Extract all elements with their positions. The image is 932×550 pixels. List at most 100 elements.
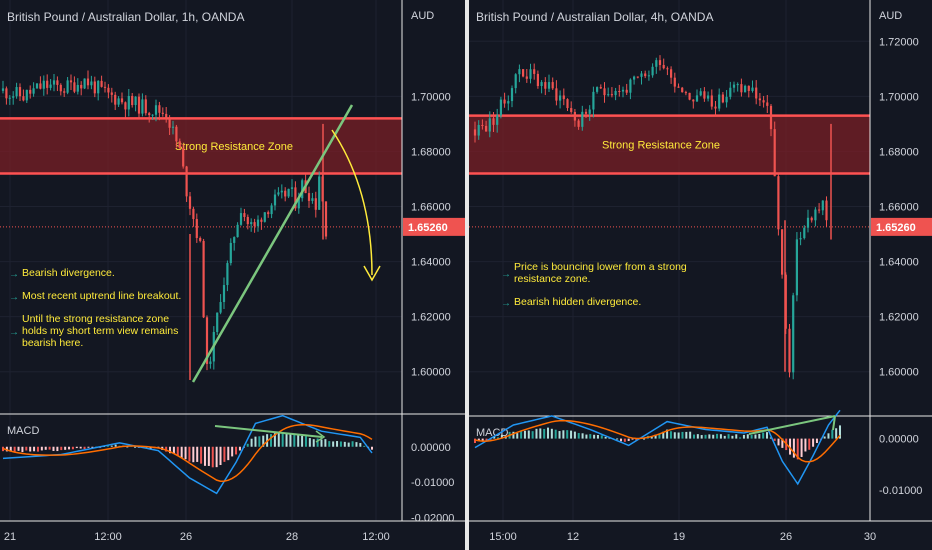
macd-histogram-bar xyxy=(700,435,703,439)
macd-histogram-bar xyxy=(238,446,241,451)
macd-histogram-bar xyxy=(5,446,8,452)
candle-body xyxy=(477,124,480,136)
annotations: → Bearish divergence.→ Most recent uptrend… xyxy=(9,267,181,349)
time-tick-label: 28 xyxy=(286,531,298,543)
candle-body xyxy=(239,213,243,225)
macd-histogram-bar xyxy=(600,435,603,439)
macd-histogram-bar xyxy=(25,446,28,451)
candle-body xyxy=(52,80,56,85)
chart-panel-4h[interactable]: Strong Resistance Zone AUD 1.72000 1.70000 1… xyxy=(469,0,932,550)
macd-histogram-bar xyxy=(531,431,534,439)
macd-histogram-bar xyxy=(739,437,742,439)
candle-body xyxy=(202,240,205,318)
candle-body xyxy=(588,109,591,114)
macd-histogram-bar xyxy=(796,438,799,460)
price-tick-label: 1.64000 xyxy=(879,257,919,269)
macd-tick-label: -0.01000 xyxy=(879,485,922,497)
candle-body xyxy=(773,129,776,177)
candle-body xyxy=(762,100,765,103)
annotation-text: resistance zone. xyxy=(514,273,590,285)
chart-4h-canvas[interactable]: Strong Resistance Zone AUD 1.72000 1.70000 1… xyxy=(469,0,932,550)
macd-histogram-bar xyxy=(477,438,480,441)
candle-body xyxy=(39,83,42,89)
candle-body xyxy=(277,192,280,195)
candle-body xyxy=(570,108,573,112)
candle-body xyxy=(287,188,290,197)
candle-body xyxy=(46,80,49,88)
candle-body xyxy=(222,285,226,303)
candle-body xyxy=(799,238,802,240)
candle-body xyxy=(518,69,521,75)
macd-histogram-bar xyxy=(693,434,695,439)
macd-histogram-bar xyxy=(52,446,55,451)
candle-body xyxy=(324,201,328,237)
candle-body xyxy=(769,105,773,130)
chart-panel-1h[interactable]: Strong Resistance Zone AUD 1.70000 1.68000 1… xyxy=(0,0,465,550)
macd-histogram-bar xyxy=(635,438,638,441)
candle-body xyxy=(607,94,610,96)
candle-body xyxy=(503,99,506,104)
macd-histogram-bar xyxy=(223,446,226,462)
macd-histogram-bar xyxy=(60,446,63,451)
candle-body xyxy=(69,80,73,83)
panel-divider[interactable] xyxy=(465,0,469,550)
macd-histogram-bar xyxy=(723,435,726,439)
candle-body xyxy=(795,239,798,296)
macd-histogram-bar xyxy=(662,431,665,439)
candle-body xyxy=(792,295,795,373)
candle-body xyxy=(100,80,103,87)
macd-histogram-bar xyxy=(654,434,657,439)
candle-body xyxy=(171,126,175,128)
candle-body xyxy=(788,328,791,373)
macd-histogram-bar xyxy=(839,425,841,439)
price-tick-label: 1.70000 xyxy=(879,91,919,103)
macd-histogram-bar xyxy=(708,434,711,439)
macd-hidden-divergence-line[interactable] xyxy=(748,415,836,435)
macd-tick-label: -0.01000 xyxy=(411,477,454,489)
macd-histogram-bar xyxy=(650,436,653,439)
macd-histogram-bar xyxy=(485,438,488,441)
macd-histogram-bar xyxy=(312,439,315,447)
projection-arrow[interactable] xyxy=(331,129,373,276)
candle-body xyxy=(243,213,246,217)
macd-histogram-bar xyxy=(827,433,830,439)
macd-label: MACD xyxy=(7,425,39,437)
macd-histogram-bar xyxy=(110,445,113,447)
macd-histogram-bar xyxy=(172,446,175,454)
resistance-zone[interactable] xyxy=(469,115,870,174)
candle-body xyxy=(25,89,28,101)
annotations: →Price is bouncing lower from a strongre… xyxy=(501,261,687,309)
candle-body xyxy=(158,105,161,113)
candle-body xyxy=(114,94,117,105)
candle-body xyxy=(736,84,739,86)
candle-body xyxy=(284,190,287,197)
candle-body xyxy=(76,84,79,92)
macd-histogram-bar xyxy=(355,442,358,447)
candle-body xyxy=(188,196,192,209)
candle-body xyxy=(806,217,810,228)
candle-body xyxy=(131,95,134,106)
candle-body xyxy=(216,312,219,332)
uptrend-line[interactable] xyxy=(191,104,354,383)
last-price-badge xyxy=(403,217,465,236)
time-tick-label: 12 xyxy=(567,531,579,543)
candle-body xyxy=(311,198,314,201)
candle-body xyxy=(684,92,687,94)
macd-histogram-bar xyxy=(566,430,569,439)
macd-histogram-bar xyxy=(523,430,526,439)
macd-histogram-bar xyxy=(351,441,354,447)
candle-body xyxy=(29,89,32,94)
resistance-zone-label: Strong Resistance Zone xyxy=(175,141,293,153)
macd-histogram-bar xyxy=(277,432,280,447)
candle-body xyxy=(514,74,517,89)
chart-1h-canvas[interactable]: Strong Resistance Zone AUD 1.70000 1.68000 1… xyxy=(0,0,465,550)
candle-body xyxy=(747,85,750,91)
macd-divergence-line[interactable] xyxy=(214,425,323,438)
macd-histogram-bar xyxy=(87,446,90,448)
candle-body xyxy=(144,99,147,114)
resistance-zone[interactable] xyxy=(0,118,402,174)
macd-histogram-bar xyxy=(126,446,129,448)
candle-body xyxy=(236,224,239,238)
macd-histogram-bar xyxy=(604,437,607,439)
macd-histogram-bar xyxy=(71,446,74,450)
